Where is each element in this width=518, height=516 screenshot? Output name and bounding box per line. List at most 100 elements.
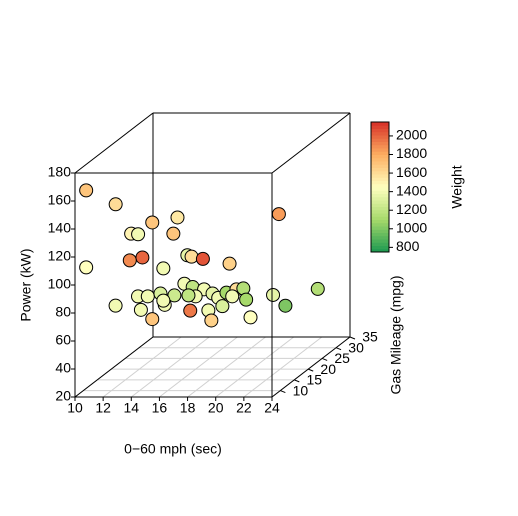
colorbar-segment — [371, 141, 389, 146]
tick-mark — [335, 347, 342, 351]
colorbar-segment — [371, 157, 389, 162]
point — [204, 313, 219, 328]
x-tick-label: 14 — [123, 400, 139, 416]
tick-mark — [280, 390, 286, 394]
colorbar-tick-label: 800 — [396, 238, 420, 254]
point — [278, 298, 293, 313]
y-axis-label: Gas Mileage (mpg) — [388, 275, 404, 394]
point — [79, 260, 94, 275]
point — [79, 183, 94, 198]
z-tick-label: 180 — [48, 164, 72, 180]
point — [166, 226, 181, 241]
colorbar-segment — [371, 219, 389, 224]
point — [243, 310, 258, 325]
colorbar-segment — [371, 144, 389, 149]
colorbar-segment — [371, 148, 389, 152]
x-tick-label: 20 — [208, 400, 224, 416]
grid-line — [243, 336, 323, 398]
colorbar-frame — [370, 121, 390, 253]
point — [133, 302, 148, 317]
colorbar-segment — [371, 138, 389, 142]
point — [170, 210, 185, 225]
colorbar-segment — [371, 183, 389, 188]
colorbar-segment — [371, 226, 389, 230]
point — [131, 227, 146, 242]
box-edge — [271, 336, 351, 398]
colorbar-segment — [371, 245, 389, 250]
colorbar-segment — [371, 216, 389, 220]
colorbar-segment — [371, 187, 389, 191]
colorbar-tick-label: 1200 — [396, 201, 427, 217]
x-tick-label: 12 — [95, 400, 111, 416]
colorbar-segment — [371, 235, 389, 240]
point — [225, 289, 240, 304]
colorbar-segment — [371, 239, 389, 243]
grid-line — [159, 336, 238, 398]
colorbar-segment — [371, 209, 389, 214]
point — [184, 249, 199, 264]
box-edge — [74, 336, 154, 398]
colorbar-segment — [371, 206, 389, 211]
point — [195, 251, 210, 266]
point — [135, 250, 150, 265]
colorbar-segment — [371, 180, 389, 185]
x-tick-label: 16 — [152, 400, 168, 416]
grid-line — [102, 336, 182, 398]
colorbar-segment — [371, 200, 389, 204]
point — [145, 312, 160, 327]
tick-mark — [321, 357, 328, 361]
colorbar-segment — [371, 232, 389, 237]
point — [239, 292, 254, 307]
y-tick-label: 35 — [362, 329, 378, 345]
colorbar-segment — [371, 222, 389, 227]
colorbar-segment — [371, 151, 389, 155]
point — [108, 298, 123, 313]
z-tick-label: 60 — [55, 332, 71, 348]
point — [181, 288, 196, 303]
point — [183, 303, 198, 318]
point — [156, 261, 171, 276]
colorbar-segment — [371, 161, 389, 165]
point — [215, 299, 230, 314]
z-tick-label: 160 — [48, 192, 72, 208]
colorbar-segment — [371, 125, 389, 129]
colorbar-tick-label: 1000 — [396, 219, 427, 235]
colorbar-segment — [371, 128, 389, 133]
colorbar-segment — [371, 213, 389, 217]
grid-line — [215, 336, 295, 398]
z-tick-label: 100 — [48, 276, 72, 292]
colorbar-segment — [371, 154, 389, 159]
y-tick-label: 25 — [334, 350, 350, 366]
z-tick-label: 120 — [48, 248, 72, 264]
tick-mark — [294, 379, 300, 383]
colorbar-segment — [371, 193, 389, 198]
colorbar-tick-label: 1400 — [396, 182, 427, 198]
colorbar-segment — [371, 167, 389, 172]
box-edge — [74, 112, 154, 174]
x-tick-label: 10 — [67, 400, 83, 416]
z-tick-label: 80 — [55, 304, 71, 320]
box-edge — [271, 112, 351, 174]
colorbar-segment — [371, 242, 389, 246]
point — [108, 197, 123, 212]
grid-line — [130, 336, 210, 398]
colorbar-segment — [371, 190, 389, 194]
colorbar-segment — [371, 229, 389, 233]
colorbar-segment — [371, 122, 389, 126]
y-tick-label: 20 — [320, 361, 336, 377]
colorbar-segment — [371, 131, 389, 136]
point — [310, 281, 325, 296]
z-tick-label: 140 — [48, 220, 72, 236]
colorbar-segment — [371, 164, 389, 168]
x-tick-label: 18 — [180, 400, 196, 416]
x-tick-label: 22 — [236, 400, 252, 416]
colorbar-segment — [371, 203, 389, 207]
colorbar-tick-label: 2000 — [396, 127, 427, 143]
x-axis-label: 0−60 mph (sec) — [124, 441, 222, 457]
point — [156, 293, 171, 308]
y-tick-label: 15 — [306, 372, 322, 388]
point — [222, 256, 237, 271]
grid-line — [187, 336, 266, 398]
z-axis-label: Power (kW) — [18, 248, 34, 321]
